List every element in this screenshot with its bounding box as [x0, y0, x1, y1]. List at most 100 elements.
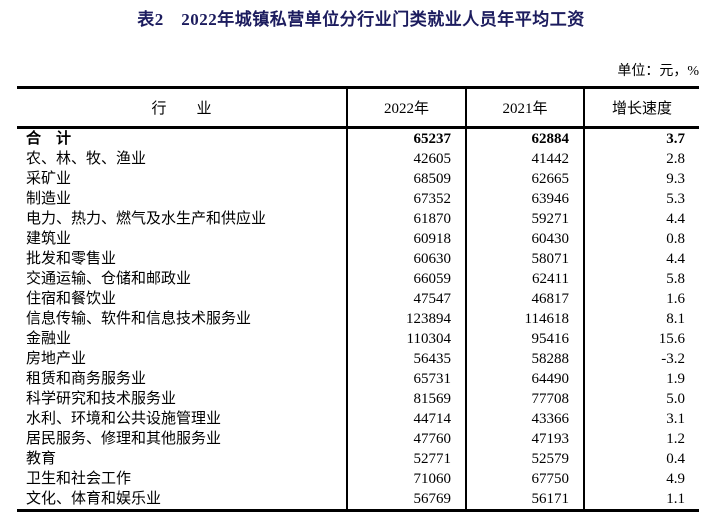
- value-2021-cell: 46817: [465, 289, 584, 309]
- industry-name-cell: 信息传输、软件和信息技术服务业: [26, 311, 252, 327]
- growth-rate-cell: 1.9: [583, 369, 699, 389]
- industry-name-cell: 文化、体育和娱乐业: [26, 491, 162, 507]
- value-2022-cell: 44714: [346, 409, 466, 429]
- growth-rate-cell: 3.7: [583, 127, 699, 149]
- growth-rate-cell: 5.3: [583, 189, 699, 209]
- value-2021-cell: 114618: [465, 309, 584, 329]
- value-2021-cell: 62665: [465, 169, 584, 189]
- table-row: 教育 52771 52579 0.4: [17, 449, 699, 469]
- table-header-row: 行 业 2022年 2021年 增长速度: [17, 87, 699, 129]
- table-row: 科学研究和技术服务业 81569 77708 5.0: [17, 389, 699, 409]
- page-title: 表2 2022年城镇私营单位分行业门类就业人员年平均工资: [137, 10, 585, 29]
- growth-rate-cell: 3.1: [583, 409, 699, 429]
- table-row: 建筑业 60918 60430 0.8: [17, 229, 699, 249]
- value-2021-cell: 95416: [465, 329, 584, 349]
- growth-rate-cell: 1.2: [583, 429, 699, 449]
- growth-rate-cell: -3.2: [583, 349, 699, 369]
- value-2021-cell: 67750: [465, 469, 584, 489]
- industry-name-cell: 采矿业: [26, 171, 72, 187]
- table-row: 水利、环境和公共设施管理业 44714 43366 3.1: [17, 409, 699, 429]
- value-2022-cell: 81569: [346, 389, 466, 409]
- wage-table: 行 业 2022年 2021年 增长速度 合 计 65237 62884 3.7 农、林…: [17, 86, 699, 512]
- growth-rate-cell: 4.9: [583, 469, 699, 489]
- growth-rate-cell: 5.8: [583, 269, 699, 289]
- table-row: 房地产业 56435 58288 -3.2: [17, 349, 699, 369]
- value-2022-cell: 60918: [346, 229, 466, 249]
- industry-name-cell: 电力、热力、燃气及水生产和供应业: [26, 211, 267, 227]
- industry-name-cell: 卫生和社会工作: [26, 471, 132, 487]
- industry-name-cell: 合 计: [26, 131, 72, 147]
- growth-rate-cell: 9.3: [583, 169, 699, 189]
- growth-rate-cell: 1.1: [583, 489, 699, 511]
- table-row: 信息传输、软件和信息技术服务业 123894 114618 8.1: [17, 309, 699, 329]
- table-row: 交通运输、仓储和邮政业 66059 62411 5.8: [17, 269, 699, 289]
- value-2022-cell: 61870: [346, 209, 466, 229]
- value-2021-cell: 62884: [465, 127, 584, 149]
- value-2021-cell: 56171: [465, 489, 584, 511]
- table-row: 合 计 65237 62884 3.7: [17, 127, 699, 149]
- growth-rate-cell: 5.0: [583, 389, 699, 409]
- industry-name-cell: 水利、环境和公共设施管理业: [26, 411, 222, 427]
- industry-name-cell: 住宿和餐饮业: [26, 291, 117, 307]
- industry-name-cell: 租赁和商务服务业: [26, 371, 147, 387]
- table-row: 文化、体育和娱乐业 56769 56171 1.1: [17, 489, 699, 511]
- value-2022-cell: 56769: [346, 489, 466, 511]
- table-row: 电力、热力、燃气及水生产和供应业 61870 59271 4.4: [17, 209, 699, 229]
- value-2022-cell: 56435: [346, 349, 466, 369]
- growth-rate-cell: 2.8: [583, 149, 699, 169]
- industry-name-cell: 交通运输、仓储和邮政业: [26, 271, 192, 287]
- value-2022-cell: 60630: [346, 249, 466, 269]
- value-2022-cell: 42605: [346, 149, 466, 169]
- column-header-2021: 2021年: [465, 87, 584, 129]
- growth-rate-cell: 0.4: [583, 449, 699, 469]
- value-2021-cell: 63946: [465, 189, 584, 209]
- unit-note: 单位：元，%: [617, 64, 699, 79]
- column-header-2022: 2022年: [346, 87, 466, 129]
- value-2021-cell: 60430: [465, 229, 584, 249]
- industry-name-cell: 制造业: [26, 191, 72, 207]
- industry-name-cell: 建筑业: [26, 231, 72, 247]
- industry-name-cell: 批发和零售业: [26, 251, 117, 267]
- value-2022-cell: 123894: [346, 309, 466, 329]
- table-row: 租赁和商务服务业 65731 64490 1.9: [17, 369, 699, 389]
- value-2021-cell: 43366: [465, 409, 584, 429]
- growth-rate-cell: 4.4: [583, 209, 699, 229]
- growth-rate-cell: 1.6: [583, 289, 699, 309]
- industry-name-cell: 金融业: [26, 331, 72, 347]
- value-2021-cell: 58071: [465, 249, 584, 269]
- value-2021-cell: 64490: [465, 369, 584, 389]
- table-row: 采矿业 68509 62665 9.3: [17, 169, 699, 189]
- value-2021-cell: 62411: [465, 269, 584, 289]
- table-row: 制造业 67352 63946 5.3: [17, 189, 699, 209]
- value-2022-cell: 110304: [346, 329, 466, 349]
- value-2021-cell: 77708: [465, 389, 584, 409]
- industry-name-cell: 农、林、牧、渔业: [26, 151, 147, 167]
- growth-rate-cell: 4.4: [583, 249, 699, 269]
- value-2021-cell: 41442: [465, 149, 584, 169]
- table-row: 住宿和餐饮业 47547 46817 1.6: [17, 289, 699, 309]
- value-2022-cell: 47547: [346, 289, 466, 309]
- growth-rate-cell: 8.1: [583, 309, 699, 329]
- value-2022-cell: 65731: [346, 369, 466, 389]
- value-2022-cell: 52771: [346, 449, 466, 469]
- value-2022-cell: 66059: [346, 269, 466, 289]
- value-2022-cell: 65237: [346, 127, 466, 149]
- table-row: 卫生和社会工作 71060 67750 4.9: [17, 469, 699, 489]
- industry-name-cell: 居民服务、修理和其他服务业: [26, 431, 222, 447]
- growth-rate-cell: 0.8: [583, 229, 699, 249]
- table-row: 批发和零售业 60630 58071 4.4: [17, 249, 699, 269]
- column-header-industry: 行 业: [17, 87, 347, 129]
- column-header-growth: 增长速度: [583, 87, 699, 129]
- industry-name-cell: 科学研究和技术服务业: [26, 391, 177, 407]
- value-2021-cell: 47193: [465, 429, 584, 449]
- value-2022-cell: 67352: [346, 189, 466, 209]
- value-2022-cell: 71060: [346, 469, 466, 489]
- value-2022-cell: 47760: [346, 429, 466, 449]
- table-body: 合 计 65237 62884 3.7 农、林、牧、渔业 42605 41442 2.8 采矿业…: [17, 127, 699, 511]
- value-2021-cell: 58288: [465, 349, 584, 369]
- table-row: 农、林、牧、渔业 42605 41442 2.8: [17, 149, 699, 169]
- industry-name-cell: 房地产业: [26, 351, 87, 367]
- table-row: 居民服务、修理和其他服务业 47760 47193 1.2: [17, 429, 699, 449]
- value-2022-cell: 68509: [346, 169, 466, 189]
